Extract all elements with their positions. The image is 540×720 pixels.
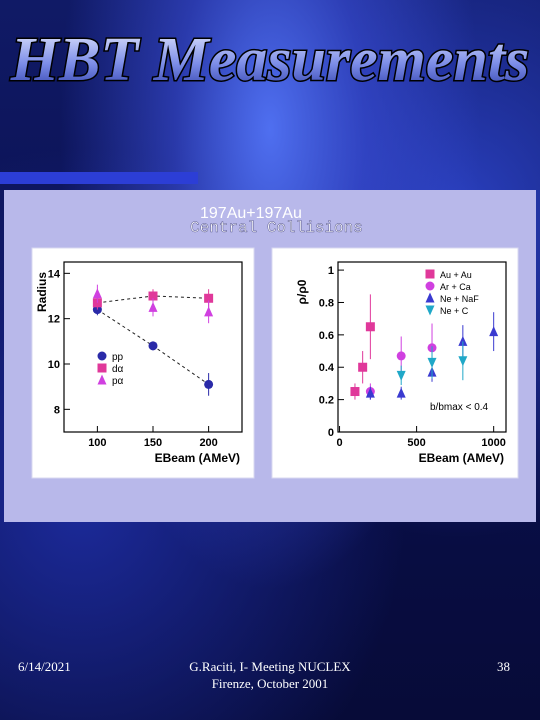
plot-annotation: b/bmax < 0.4 [430,402,489,413]
x-axis-label: EBeam (AMeV) [155,451,240,465]
data-point [458,356,468,367]
y-tick-label: 12 [48,314,60,326]
y-tick-label: 14 [48,268,61,280]
x-tick-label: 500 [407,437,425,449]
data-point [365,322,375,332]
figure-header-2: Central Collisions [190,219,363,237]
right-plot: 0 500 1000 0 0.2 0.4 0.6 0.8 1 ρ/ρ0 EBeam (AMeV) Au… [295,261,507,465]
legend-label: Ne + C [440,306,469,316]
y-tick-label: 0.4 [319,362,335,374]
left-plot-card [31,247,255,479]
x-tick-label: 1000 [481,437,505,449]
legend-label: pp [112,352,124,363]
figure-header-1: 197Au+197Au [200,205,302,222]
y-tick-label: 1 [328,265,334,277]
data-point [427,357,437,368]
y-tick-label: 0.8 [319,297,334,309]
right-plot-card [271,247,519,479]
figure-panel: 197 197Au+197Au Central Collisions 10015… [4,190,536,522]
x-tick-label: 100 [88,437,106,449]
legend-label: pα [112,376,124,387]
legend-marker [97,363,107,373]
y-tick-label: 8 [54,404,60,416]
legend-label: Au + Au [440,270,472,280]
legend-marker [425,305,435,316]
slide-title-graphic: HBT Measurements [8,25,530,93]
data-point [204,293,214,303]
x-tick-label: 150 [144,437,162,449]
legend-label: Ar + Ca [440,282,471,292]
data-point [396,351,406,361]
data-point [358,362,368,372]
y-tick-label: 10 [48,359,60,371]
y-axis-label: Radius [35,272,49,312]
data-point [92,288,102,299]
plot-frame [337,261,507,433]
data-point [396,370,406,381]
x-tick-label: 0 [336,437,342,449]
footer-center-text: G.Raciti, I- Meeting NUCLEX Firenze, Oct… [189,659,351,691]
y-tick-label: 0.6 [319,330,334,342]
y-axis-label: ρ/ρ0 [295,279,309,304]
data-point [365,387,375,398]
data-point [148,301,158,312]
legend-marker [97,351,107,361]
x-tick-label: 200 [199,437,217,449]
data-point [350,387,360,397]
figure-svg: 197 197Au+197Au Central Collisions 10015… [31,205,519,479]
accent-bar [0,172,198,184]
data-point [204,379,214,389]
slide-title-banner: HBT Measurements [0,22,540,93]
data-point [204,306,214,317]
data-point [148,341,158,351]
legend-marker [425,281,435,291]
legend-marker [97,374,107,385]
legend-marker [425,269,435,279]
x-axis-label: EBeam (AMeV) [419,451,504,465]
y-tick-label: 0 [328,427,334,439]
legend-label: Ne + NaF [440,294,479,304]
data-point [148,291,158,301]
legend-label: dα [112,364,124,375]
data-point [489,326,499,337]
y-tick-label: 0.2 [319,395,334,407]
slide-title: HBT Measurements [10,26,529,92]
data-point [92,305,102,315]
legend-marker [425,292,435,303]
data-point [458,335,468,346]
footer-page-number: 38 [497,659,510,674]
data-point [396,387,406,398]
footer-date: 6/14/2021 [18,659,71,674]
